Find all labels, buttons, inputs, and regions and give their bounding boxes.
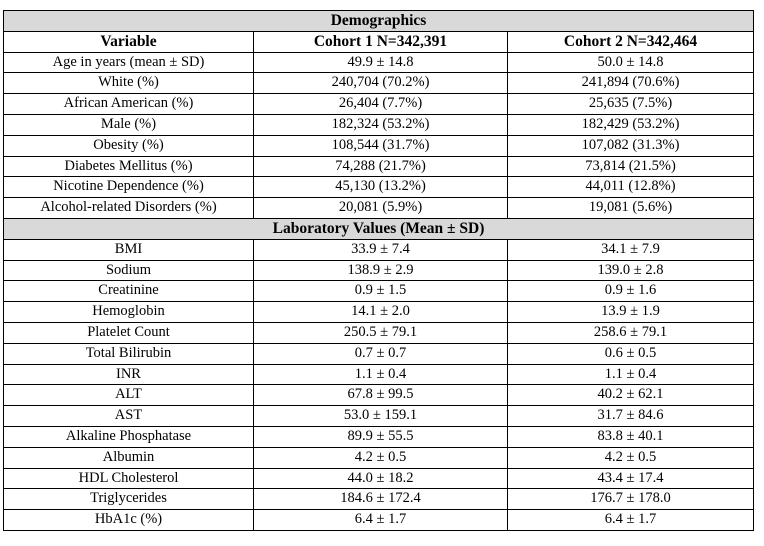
row-variable-cell: African American (%) — [3, 93, 254, 115]
row-cohort-1-cell: 250.5 ± 79.1 — [253, 321, 508, 344]
section-header-demographics: Demographics — [2, 10, 755, 32]
row-variable-cell: HDL Cholesterol — [3, 467, 254, 490]
row-cohort-1-cell: 45,130 (13.2%) — [253, 176, 508, 199]
column-header-variable: Variable — [3, 30, 254, 53]
row-cohort-2-cell: 40.2 ± 62.1 — [506, 384, 755, 407]
row-variable-cell: ALT — [3, 384, 254, 407]
row-cohort-2-cell: 44,011 (12.8%) — [506, 176, 755, 199]
demographics-table: Demographics Variable Cohort 1 N=342,391… — [2, 10, 755, 531]
row-cohort-1-cell: 6.4 ± 1.7 — [253, 509, 508, 531]
row-cohort-2-cell: 13.9 ± 1.9 — [506, 301, 755, 323]
table-row: Creatinine 0.9 ± 1.5 0.9 ± 1.6 — [3, 280, 755, 303]
row-variable-cell: White (%) — [3, 72, 254, 95]
table-body: Demographics Variable Cohort 1 N=342,391… — [2, 10, 755, 531]
row-cohort-2-cell: 50.0 ± 14.8 — [506, 51, 755, 74]
table-row: Alkaline Phosphatase 89.9 ± 55.5 83.8 ± 40… — [3, 425, 755, 448]
table-row: Alcohol-related Disorders (%) 20,081 (5.9… — [3, 197, 755, 219]
row-variable-cell: Diabetes Mellitus (%) — [3, 155, 254, 178]
table-row: Male (%) 182,324 (53.2%) 182,429 (53.2%) — [3, 113, 755, 136]
row-variable-cell: Triglycerides — [3, 488, 254, 511]
row-cohort-2-cell: 83.8 ± 40.1 — [506, 425, 755, 448]
row-cohort-2-cell: 73,814 (21.5%) — [506, 155, 755, 178]
column-header-cohort-2: Cohort 2 N=342,464 — [506, 30, 755, 53]
row-cohort-1-cell: 0.9 ± 1.5 — [253, 280, 508, 303]
table-row: Total Bilirubin 0.7 ± 0.7 0.6 ± 0.5 — [3, 342, 755, 365]
row-variable-cell: Total Bilirubin — [3, 342, 254, 365]
row-cohort-2-cell: 0.9 ± 1.6 — [506, 280, 755, 303]
row-cohort-2-cell: 6.4 ± 1.7 — [506, 509, 755, 531]
table-row: Hemoglobin 14.1 ± 2.0 13.9 ± 1.9 — [3, 301, 755, 323]
row-cohort-1-cell: 240,704 (70.2%) — [253, 72, 508, 95]
demographics-table-container: Demographics Variable Cohort 1 N=342,391… — [2, 10, 755, 531]
row-variable-cell: Male (%) — [3, 113, 254, 136]
row-variable-cell: HbA1c (%) — [3, 509, 254, 531]
section-title-laboratory: Laboratory Values (Mean ± SD) — [2, 217, 755, 240]
row-cohort-1-cell: 0.7 ± 0.7 — [253, 342, 508, 365]
section-header-laboratory: Laboratory Values (Mean ± SD) — [2, 217, 755, 240]
table-row: Age in years (mean ± SD) 49.9 ± 14.8 50.0 … — [3, 51, 755, 74]
row-cohort-2-cell: 176.7 ± 178.0 — [506, 488, 755, 511]
row-variable-cell: Hemoglobin — [3, 301, 254, 323]
table-row: Albumin 4.2 ± 0.5 4.2 ± 0.5 — [3, 446, 755, 469]
row-cohort-1-cell: 53.0 ± 159.1 — [253, 405, 508, 427]
row-cohort-2-cell: 1.1 ± 0.4 — [506, 363, 755, 386]
row-cohort-2-cell: 4.2 ± 0.5 — [506, 446, 755, 469]
row-cohort-2-cell: 241,894 (70.6%) — [506, 72, 755, 95]
table-row: Sodium 138.9 ± 2.9 139.0 ± 2.8 — [3, 259, 755, 282]
table-row: Platelet Count 250.5 ± 79.1 258.6 ± 79.1 — [3, 321, 755, 344]
row-cohort-1-cell: 89.9 ± 55.5 — [253, 425, 508, 448]
row-cohort-2-cell: 19,081 (5.6%) — [506, 197, 755, 219]
row-variable-cell: Obesity (%) — [3, 134, 254, 157]
table-row: HbA1c (%) 6.4 ± 1.7 6.4 ± 1.7 — [3, 509, 755, 531]
row-cohort-2-cell: 0.6 ± 0.5 — [506, 342, 755, 365]
row-cohort-1-cell: 14.1 ± 2.0 — [253, 301, 508, 323]
row-cohort-1-cell: 49.9 ± 14.8 — [253, 51, 508, 74]
row-cohort-1-cell: 20,081 (5.9%) — [253, 197, 508, 219]
row-cohort-2-cell: 139.0 ± 2.8 — [506, 259, 755, 282]
row-variable-cell: Albumin — [3, 446, 254, 469]
row-variable-cell: INR — [3, 363, 254, 386]
row-cohort-2-cell: 258.6 ± 79.1 — [506, 321, 755, 344]
row-cohort-1-cell: 1.1 ± 0.4 — [253, 363, 508, 386]
column-header-cohort-1: Cohort 1 N=342,391 — [253, 30, 508, 53]
table-row: African American (%) 26,404 (7.7%) 25,635 … — [3, 93, 755, 115]
row-cohort-1-cell: 44.0 ± 18.2 — [253, 467, 508, 490]
row-cohort-2-cell: 34.1 ± 7.9 — [506, 238, 755, 261]
row-variable-cell: Sodium — [3, 259, 254, 282]
table-row: Obesity (%) 108,544 (31.7%) 107,082 (31.3%… — [3, 134, 755, 157]
row-cohort-1-cell: 138.9 ± 2.9 — [253, 259, 508, 282]
table-row: White (%) 240,704 (70.2%) 241,894 (70.6%) — [3, 72, 755, 95]
table-row: HDL Cholesterol 44.0 ± 18.2 43.4 ± 17.4 — [3, 467, 755, 490]
row-variable-cell: Creatinine — [3, 280, 254, 303]
row-cohort-1-cell: 33.9 ± 7.4 — [253, 238, 508, 261]
row-cohort-1-cell: 26,404 (7.7%) — [253, 93, 508, 115]
row-cohort-1-cell: 67.8 ± 99.5 — [253, 384, 508, 407]
row-cohort-2-cell: 31.7 ± 84.6 — [506, 405, 755, 427]
table-row: Diabetes Mellitus (%) 74,288 (21.7%) 73,81… — [3, 155, 755, 178]
column-header-row: Variable Cohort 1 N=342,391 Cohort 2 N=3… — [3, 30, 755, 53]
row-variable-cell: AST — [3, 405, 254, 427]
table-row: INR 1.1 ± 0.4 1.1 ± 0.4 — [3, 363, 755, 386]
row-cohort-1-cell: 184.6 ± 172.4 — [253, 488, 508, 511]
row-variable-cell: Nicotine Dependence (%) — [3, 176, 254, 199]
row-cohort-2-cell: 43.4 ± 17.4 — [506, 467, 755, 490]
row-cohort-1-cell: 182,324 (53.2%) — [253, 113, 508, 136]
row-cohort-2-cell: 182,429 (53.2%) — [506, 113, 755, 136]
row-cohort-2-cell: 25,635 (7.5%) — [506, 93, 755, 115]
row-cohort-1-cell: 108,544 (31.7%) — [253, 134, 508, 157]
section-title-demographics: Demographics — [2, 10, 755, 32]
row-cohort-2-cell: 107,082 (31.3%) — [506, 134, 755, 157]
row-variable-cell: BMI — [3, 238, 254, 261]
row-variable-cell: Age in years (mean ± SD) — [3, 51, 254, 74]
table-row: AST 53.0 ± 159.1 31.7 ± 84.6 — [3, 405, 755, 427]
table-row: Triglycerides 184.6 ± 172.4 176.7 ± 178.0 — [3, 488, 755, 511]
row-variable-cell: Alkaline Phosphatase — [3, 425, 254, 448]
table-row: ALT 67.8 ± 99.5 40.2 ± 62.1 — [3, 384, 755, 407]
row-cohort-1-cell: 4.2 ± 0.5 — [253, 446, 508, 469]
row-variable-cell: Platelet Count — [3, 321, 254, 344]
row-cohort-1-cell: 74,288 (21.7%) — [253, 155, 508, 178]
table-row: Nicotine Dependence (%) 45,130 (13.2%) 44,… — [3, 176, 755, 199]
row-variable-cell: Alcohol-related Disorders (%) — [3, 197, 254, 219]
table-row: BMI 33.9 ± 7.4 34.1 ± 7.9 — [3, 238, 755, 261]
